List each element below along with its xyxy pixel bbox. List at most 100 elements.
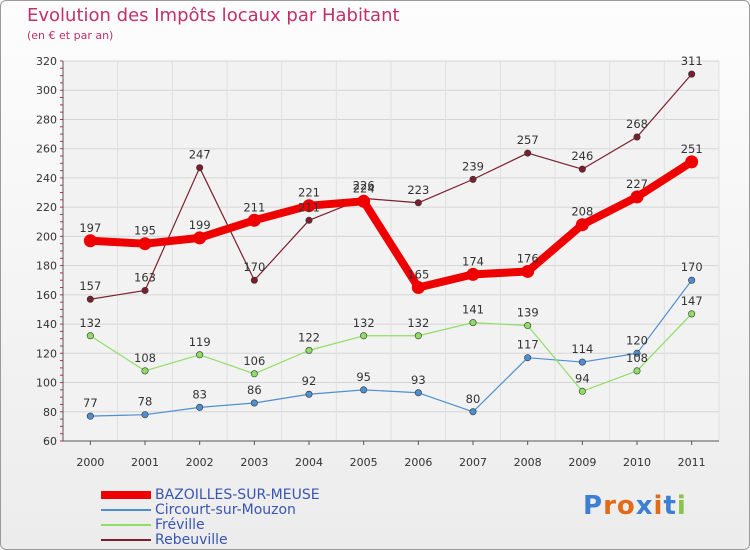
data-point — [524, 149, 532, 157]
y-tick-label: 240 — [36, 172, 57, 185]
x-tick-label: 2001 — [131, 456, 159, 469]
y-tick-label: 180 — [36, 260, 57, 273]
legend-label: BAZOILLES-SUR-MEUSE — [155, 486, 320, 503]
x-tick-label: 2000 — [76, 456, 104, 469]
data-label: 117 — [517, 338, 539, 352]
y-tick-label: 100 — [36, 377, 57, 390]
data-label: 93 — [411, 373, 426, 387]
data-point — [688, 70, 696, 78]
data-point — [575, 218, 589, 232]
data-point — [141, 367, 149, 375]
data-label: 95 — [356, 370, 371, 384]
x-tick-label: 2011 — [678, 456, 706, 469]
data-label: 165 — [407, 268, 429, 282]
data-point — [138, 237, 152, 251]
data-point — [633, 367, 641, 375]
data-point — [633, 349, 641, 357]
data-point — [196, 403, 204, 411]
x-tick-label: 2008 — [514, 456, 542, 469]
chart-subtitle: (en € et par an) — [27, 29, 114, 42]
data-point — [469, 175, 477, 183]
data-label: 83 — [192, 387, 207, 401]
data-label: 247 — [189, 148, 211, 162]
y-tick-label: 200 — [36, 230, 57, 243]
data-label: 80 — [466, 392, 481, 406]
x-tick-label: 2002 — [186, 456, 214, 469]
data-label: 139 — [517, 306, 539, 320]
data-point — [141, 286, 149, 294]
legend-swatch — [101, 538, 151, 541]
data-point — [633, 133, 641, 141]
y-tick-label: 140 — [36, 318, 57, 331]
y-tick-label: 300 — [36, 84, 57, 97]
data-point — [196, 164, 204, 172]
data-label: 195 — [134, 224, 156, 238]
x-tick-label: 2003 — [240, 456, 268, 469]
data-label: 92 — [302, 374, 317, 388]
y-tick-label: 80 — [43, 406, 57, 419]
data-point — [250, 370, 258, 378]
data-label: 132 — [79, 316, 101, 330]
data-label: 122 — [298, 330, 320, 344]
data-point — [688, 310, 696, 318]
legend-item: Circourt-sur-Mouzon — [101, 502, 320, 518]
data-point — [414, 199, 422, 207]
data-label: 108 — [134, 351, 156, 365]
data-point — [524, 354, 532, 362]
series-line — [86, 157, 696, 292]
data-label: 268 — [626, 117, 648, 131]
series-line — [89, 313, 693, 392]
x-tick-label: 2009 — [568, 456, 596, 469]
x-tick-label: 2006 — [404, 456, 432, 469]
data-point — [469, 408, 477, 416]
data-point — [578, 165, 586, 173]
data-label: 147 — [681, 294, 703, 308]
data-label: 114 — [571, 342, 593, 356]
data-point — [411, 281, 425, 295]
series-line — [89, 279, 693, 417]
data-point — [250, 399, 258, 407]
data-point — [86, 412, 94, 420]
data-label: 132 — [407, 316, 429, 330]
data-label: 170 — [681, 260, 703, 274]
data-point — [86, 332, 94, 340]
y-tick-label: 60 — [43, 435, 57, 448]
data-point — [521, 264, 535, 278]
legend-swatch — [101, 508, 151, 511]
x-tick-label: 2004 — [295, 456, 323, 469]
legend-item: BAZOILLES-SUR-MEUSE — [101, 486, 320, 503]
data-label: 141 — [462, 303, 484, 317]
data-point — [360, 386, 368, 394]
data-point — [196, 351, 204, 359]
data-point — [83, 234, 97, 248]
legend-swatch — [101, 490, 151, 499]
data-label: 119 — [189, 335, 211, 349]
data-label: 176 — [517, 251, 539, 265]
proxiti-logo: Proxiti — [583, 491, 687, 521]
data-label: 223 — [407, 183, 429, 197]
legend-label: Fréville — [155, 516, 205, 533]
data-label: 108 — [626, 351, 648, 365]
legend-item: Fréville — [101, 516, 320, 533]
data-label: 211 — [298, 200, 320, 214]
x-tick-label: 2007 — [459, 456, 487, 469]
data-label: 163 — [134, 270, 156, 284]
data-point — [685, 155, 699, 169]
data-point — [305, 216, 313, 224]
data-point — [688, 276, 696, 284]
data-label: 170 — [243, 260, 265, 274]
data-point — [305, 390, 313, 398]
data-point — [630, 190, 644, 204]
data-point — [524, 322, 532, 330]
data-label: 86 — [247, 383, 262, 397]
legend-swatch — [101, 523, 151, 526]
data-point — [469, 319, 477, 327]
x-tick-label: 2010 — [623, 456, 651, 469]
data-point — [86, 295, 94, 303]
data-point — [302, 199, 316, 213]
data-point — [414, 389, 422, 397]
data-point — [250, 276, 258, 284]
legend-item: Rebeuville — [101, 532, 320, 548]
